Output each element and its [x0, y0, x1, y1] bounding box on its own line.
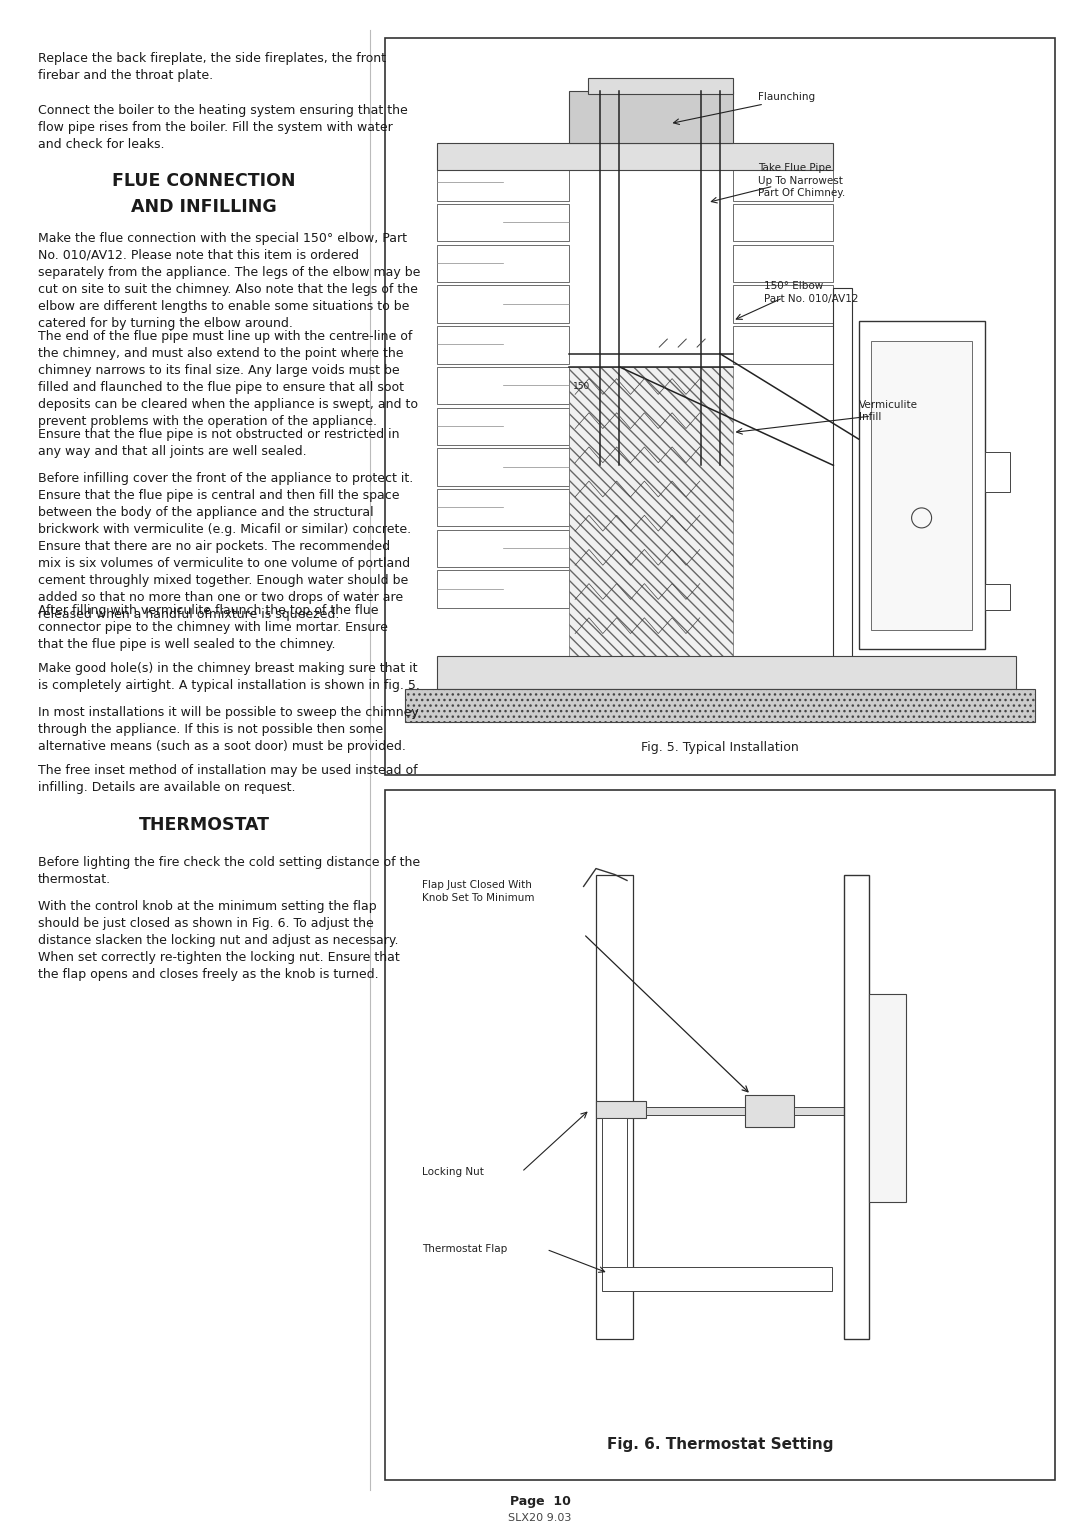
- Text: Connect the boiler to the heating system ensuring that the
flow pipe rises from : Connect the boiler to the heating system…: [38, 104, 408, 151]
- Text: Fig. 5. Typical Installation: Fig. 5. Typical Installation: [642, 741, 799, 753]
- Text: Locking Nut: Locking Nut: [422, 1167, 484, 1177]
- Text: Flap Just Closed With
Knob Set To Minimum: Flap Just Closed With Knob Set To Minimu…: [422, 880, 535, 903]
- Bar: [436, 408, 569, 445]
- Bar: [436, 530, 569, 567]
- Text: Ensure that the flue pipe is not obstructed or restricted in
any way and that al: Ensure that the flue pipe is not obstruc…: [38, 428, 400, 458]
- Bar: [436, 203, 569, 241]
- Bar: [436, 448, 569, 486]
- Text: Vermiculite
Infill: Vermiculite Infill: [859, 400, 918, 422]
- Bar: [745, 1094, 795, 1128]
- Bar: [436, 163, 569, 200]
- Bar: [732, 244, 834, 283]
- Bar: [436, 144, 834, 170]
- Bar: [405, 689, 1035, 721]
- Bar: [596, 1100, 646, 1118]
- Bar: [834, 287, 852, 663]
- Bar: [436, 325, 569, 364]
- Text: Before infilling cover the front of the appliance to protect it.
Ensure that the: Before infilling cover the front of the …: [38, 472, 414, 620]
- Text: With the control knob at the minimum setting the flap
should be just closed as s: With the control knob at the minimum set…: [38, 900, 400, 981]
- Bar: [596, 874, 633, 1339]
- Text: SLX20 9.03: SLX20 9.03: [509, 1513, 571, 1523]
- Bar: [588, 78, 732, 95]
- Bar: [732, 286, 834, 322]
- Text: Fig. 6. Thermostat Setting: Fig. 6. Thermostat Setting: [607, 1438, 834, 1453]
- Text: Take Flue Pipe
Up To Narrowest
Part Of Chimney.: Take Flue Pipe Up To Narrowest Part Of C…: [758, 163, 845, 199]
- Text: AND INFILLING: AND INFILLING: [131, 199, 276, 215]
- Bar: [436, 367, 569, 405]
- Bar: [732, 325, 834, 364]
- Bar: [859, 321, 985, 649]
- Bar: [436, 489, 569, 527]
- Bar: [603, 1118, 627, 1279]
- Text: The end of the flue pipe must line up with the centre-line of
the chimney, and m: The end of the flue pipe must line up wi…: [38, 330, 418, 428]
- Bar: [872, 341, 972, 630]
- Bar: [985, 452, 1010, 492]
- Text: Page  10: Page 10: [510, 1496, 570, 1508]
- Bar: [732, 203, 834, 241]
- Text: Make the flue connection with the special 150° elbow, Part
No. 010/AV12. Please : Make the flue connection with the specia…: [38, 232, 420, 330]
- Text: 150° Elbow
Part No. 010/AV12: 150° Elbow Part No. 010/AV12: [764, 281, 859, 304]
- Bar: [868, 993, 906, 1201]
- Bar: [603, 1267, 832, 1291]
- Text: Replace the back fireplate, the side fireplates, the front
firebar and the throa: Replace the back fireplate, the side fir…: [38, 52, 386, 83]
- Text: FLUE CONNECTION: FLUE CONNECTION: [112, 173, 296, 189]
- Polygon shape: [569, 367, 732, 663]
- Bar: [646, 1106, 745, 1115]
- Bar: [436, 244, 569, 283]
- Bar: [732, 163, 834, 200]
- Text: The free inset method of installation may be used instead of
infilling. Details : The free inset method of installation ma…: [38, 764, 418, 795]
- Text: After filling with vermiculite flaunch the top of the flue
connector pipe to the: After filling with vermiculite flaunch t…: [38, 604, 388, 651]
- Text: Before lighting the fire check the cold setting distance of the
thermostat.: Before lighting the fire check the cold …: [38, 856, 420, 886]
- Text: In most installations it will be possible to sweep the chimney
through the appli: In most installations it will be possibl…: [38, 706, 419, 753]
- Bar: [384, 38, 1055, 775]
- Text: 150: 150: [572, 382, 590, 391]
- Bar: [436, 656, 1016, 689]
- Text: Flaunching: Flaunching: [758, 92, 815, 102]
- Text: Make good hole(s) in the chimney breast making sure that it
is completely airtig: Make good hole(s) in the chimney breast …: [38, 662, 420, 692]
- Bar: [436, 286, 569, 322]
- Text: Thermostat Flap: Thermostat Flap: [422, 1244, 508, 1254]
- Text: THERMOSTAT: THERMOSTAT: [138, 816, 270, 834]
- Bar: [985, 584, 1010, 610]
- Bar: [795, 1106, 843, 1115]
- Polygon shape: [569, 90, 732, 144]
- Bar: [843, 874, 868, 1339]
- Bar: [384, 790, 1055, 1481]
- Bar: [436, 570, 569, 608]
